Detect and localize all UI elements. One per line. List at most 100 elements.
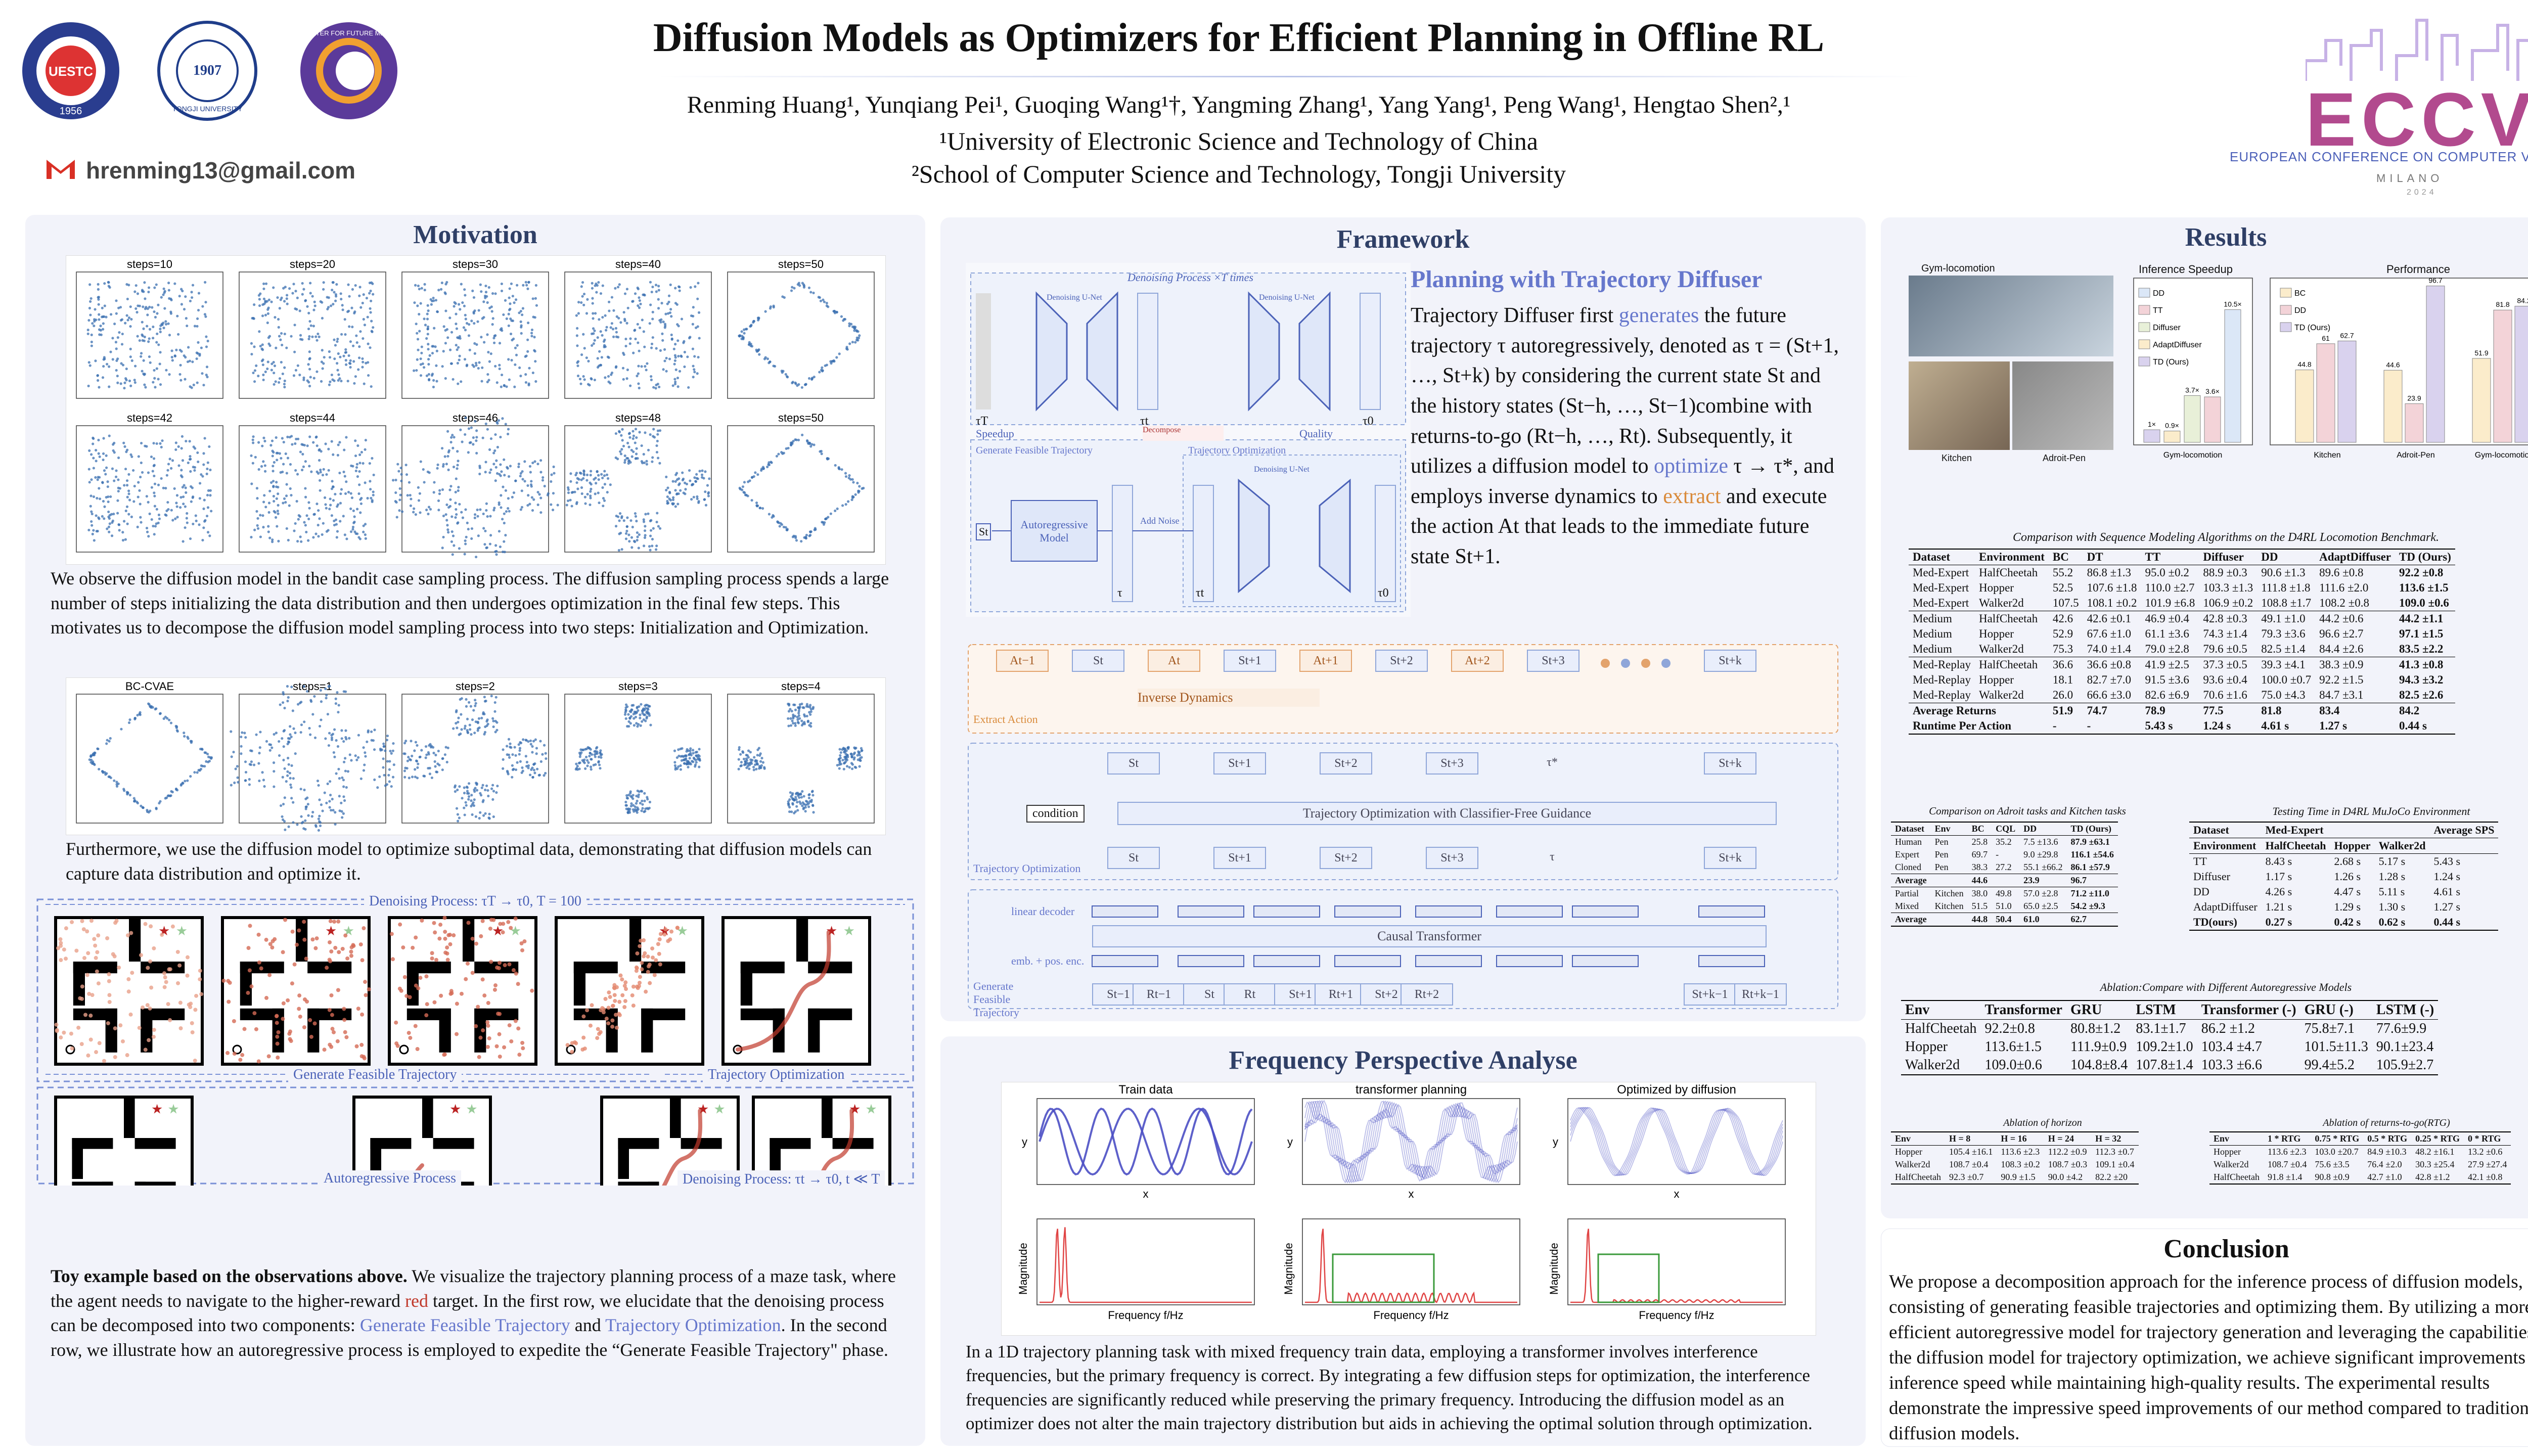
scatter-point (526, 338, 529, 341)
scatter-point (342, 354, 345, 357)
scatter-point (372, 739, 375, 742)
scatter-point (455, 513, 458, 516)
scatter-point (418, 492, 422, 495)
scatter-point (692, 495, 695, 498)
scatter-point (104, 773, 107, 776)
scatter-point (304, 460, 307, 463)
scatter-point (441, 488, 444, 491)
table4-cell: 103.3 ±6.6 (2201, 1057, 2263, 1073)
scatter-point (454, 516, 457, 519)
scatter-point (673, 354, 677, 357)
scatter-point (90, 520, 93, 523)
eccv-skyline (2304, 10, 2528, 81)
table6-cell: 13.2 ±0.6 (2467, 1147, 2503, 1157)
scatter-point (530, 480, 533, 483)
scatter-point (260, 347, 263, 350)
table-row: Partial Kitchen 38.0 49.8 57.0 ±2.8 71.2 ±11.… (1891, 887, 2118, 900)
scatter-point (338, 777, 341, 780)
scatter-point (456, 522, 459, 525)
scatter-point (185, 439, 188, 443)
scatter-point (656, 457, 660, 460)
scatter-point (442, 350, 445, 353)
scatter-point (576, 487, 579, 490)
scatter-point (801, 804, 804, 807)
scatter-point (270, 481, 273, 484)
scatter-point (495, 729, 499, 732)
scatter-point (91, 512, 94, 516)
scatter-point (349, 362, 352, 365)
table-row: HalfCheetah 92.3 ±0.7 90.9 ±1.5 90.0 ±4.2 82… (1891, 1171, 2139, 1184)
scatter-point (543, 774, 546, 777)
scatter-point (467, 427, 471, 430)
scatter-point (806, 803, 809, 806)
table3-cell: 4.26 s (2265, 885, 2292, 898)
scatter-point (459, 308, 462, 311)
table1-cell: 75.0 ±4.3 (2261, 689, 2306, 701)
scatter-point (190, 740, 193, 743)
scatter-point (364, 523, 367, 526)
fw-text-optimize: optimize (1654, 454, 1728, 478)
scatter-point (124, 509, 127, 513)
performance-title: Performance (2386, 263, 2450, 276)
scatter-point (541, 753, 544, 756)
scatter-point (623, 459, 626, 462)
scatter-point (584, 767, 587, 770)
scatter-point (148, 512, 151, 515)
scatter-point (589, 503, 592, 507)
scatter-point (463, 553, 466, 556)
scatter-point (649, 549, 652, 552)
table1-cell: 82.5 ±1.4 (2261, 643, 2306, 655)
scatter-point (282, 463, 285, 466)
scatter-point (453, 544, 456, 547)
scatter-point (514, 754, 517, 757)
table-row: Med-Expert Walker2d 107.5 108.1 ±0.2 101.9 ±… (1909, 596, 2455, 611)
scatter-point (302, 685, 305, 688)
scatter-point (513, 746, 516, 749)
scatter-point (523, 480, 526, 483)
scatter-point (692, 365, 695, 368)
fw-text-a: Trajectory Diffuser first (1411, 304, 1619, 327)
arch-trajopt-label: Trajectory Optimization (973, 862, 1081, 875)
scatter-point (526, 322, 530, 325)
scatter-point (484, 471, 487, 474)
scatter-point (153, 494, 156, 497)
table1-cell: 79.6 ±0.5 (2203, 643, 2247, 655)
freq-ylabel-bot-2: Magnitude (1548, 1243, 1560, 1295)
fw-text-d: and execute the action At that leads to … (1411, 484, 1827, 568)
scatter-point (506, 753, 509, 756)
scatter-point (277, 492, 280, 495)
scatter-point (326, 713, 330, 716)
scatter-point (590, 378, 593, 381)
arch-row-opt-token-2: St+2 (1320, 752, 1372, 775)
scatter-point (249, 749, 252, 752)
scatter-point (796, 801, 799, 804)
scatter-point (190, 291, 193, 294)
scatter-point (395, 516, 398, 519)
scatter-point (230, 784, 233, 787)
scatter-point (794, 536, 797, 539)
scatter-point (354, 454, 357, 458)
scatter-point (320, 450, 323, 453)
scatter-point (591, 302, 594, 305)
scatter-point (175, 725, 178, 728)
scatter-point (310, 815, 313, 818)
scatter-point (162, 717, 165, 720)
scatter-point (126, 522, 129, 525)
scatter-point (305, 514, 308, 517)
scatter-point (107, 285, 110, 288)
scatter-point (686, 748, 689, 751)
scatter-point (432, 491, 435, 494)
scatter-point (456, 464, 459, 467)
email-link[interactable]: hrenming13@gmail.com (86, 157, 356, 184)
scatter-point (768, 461, 771, 464)
scatter-point (585, 473, 589, 477)
scatter-point (277, 381, 281, 384)
scatter-point (500, 373, 504, 377)
scatter-point (96, 496, 99, 500)
scatter-point (357, 734, 360, 737)
table5-cell: 90.9 ±1.5 (2001, 1172, 2036, 1182)
scatter-point (207, 755, 210, 758)
scatter-point (434, 345, 437, 348)
table-row: Mixed Kitchen 51.5 51.0 65.0 ±2.5 54.2 ±9.3 (1891, 900, 2118, 913)
scatter-point (179, 363, 182, 367)
